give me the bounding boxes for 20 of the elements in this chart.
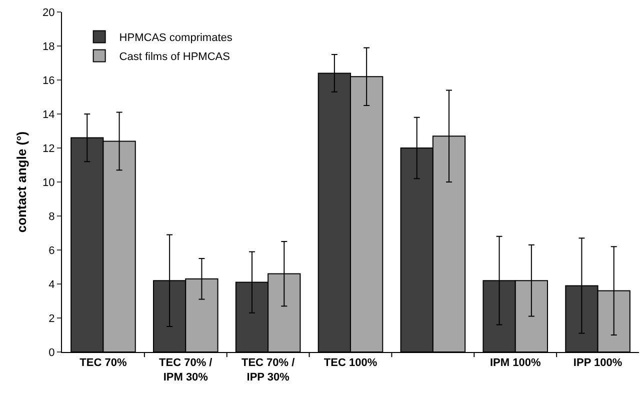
- x-tick-label: IPP 100%: [573, 357, 622, 370]
- y-tick-label: 20: [42, 6, 55, 19]
- y-tick-label: 18: [42, 40, 55, 53]
- x-tick-label: IPM 100%: [490, 357, 541, 370]
- x-tick-label: TEC 70% / IPP 30%: [241, 357, 295, 384]
- y-tick-label: 4: [48, 278, 55, 291]
- y-tick-label: 2: [48, 312, 55, 325]
- y-tick-label: 6: [48, 244, 55, 257]
- x-tick-label: TEC 100%: [324, 357, 378, 370]
- x-tick-label: TEC 70%: [80, 357, 127, 370]
- y-axis-title: contact angle (°): [14, 131, 29, 233]
- y-tick-label: 14: [42, 108, 55, 121]
- y-tick-label: 8: [48, 210, 55, 223]
- x-tick-label: TEC 70% / IPM 30%: [159, 357, 212, 384]
- legend-label: HPMCAS comprimates: [119, 32, 233, 44]
- legend-label: Cast films of HPMCAS: [119, 50, 230, 63]
- y-tick-label: 0: [48, 346, 55, 359]
- y-tick-label: 10: [42, 176, 55, 189]
- y-tick-label: 16: [42, 74, 55, 87]
- y-tick-label: 12: [42, 142, 55, 155]
